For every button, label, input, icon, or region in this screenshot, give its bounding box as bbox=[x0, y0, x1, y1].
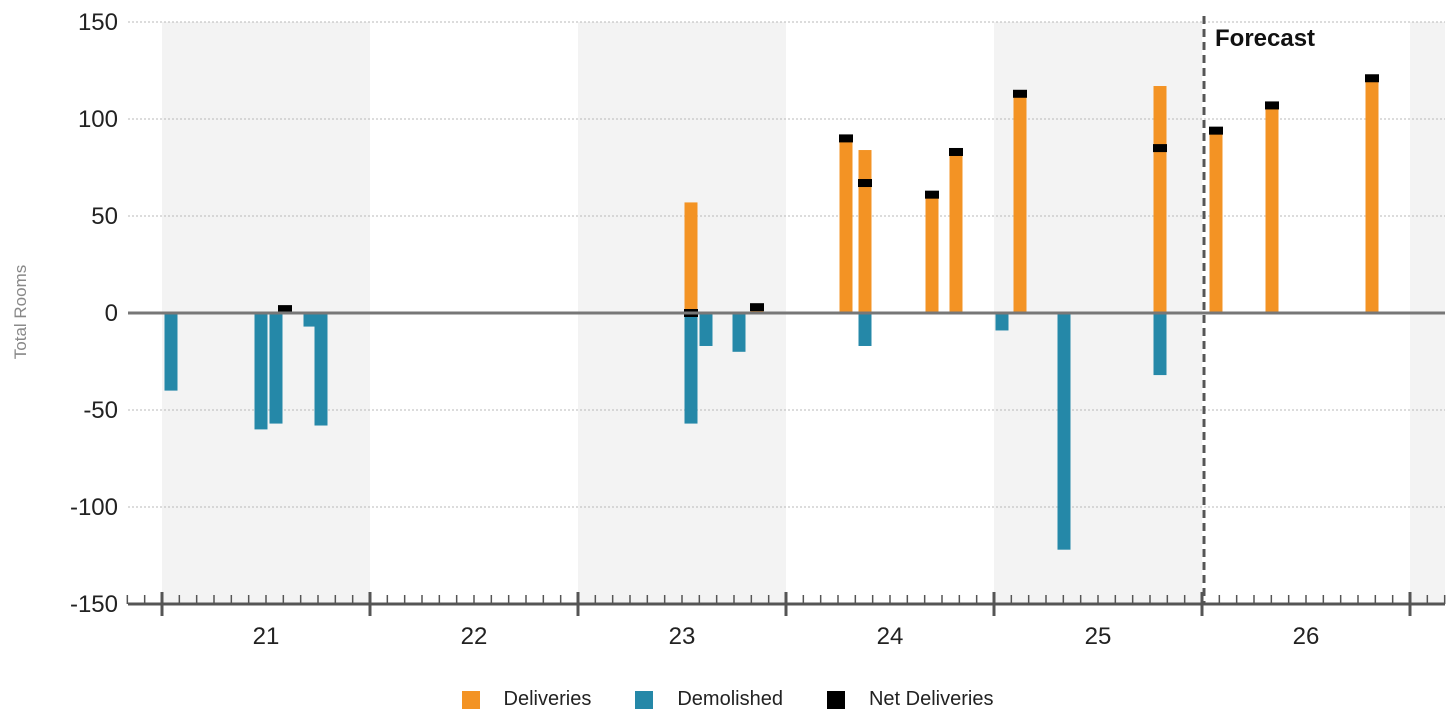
net-delivery-marker bbox=[1013, 89, 1027, 98]
legend: Deliveries Demolished Net Deliveries bbox=[0, 688, 1455, 711]
legend-item-deliveries: Deliveries bbox=[461, 688, 592, 711]
net-delivery-marker bbox=[1153, 144, 1167, 153]
net-delivery-marker bbox=[1365, 74, 1379, 83]
net-delivery-marker bbox=[858, 179, 872, 188]
x-tick-label: 21 bbox=[253, 623, 280, 650]
net-delivery-marker bbox=[1265, 101, 1279, 110]
x-tick-label: 26 bbox=[1293, 623, 1320, 650]
delivery-bar bbox=[1013, 91, 1027, 313]
net-delivery-marker bbox=[949, 147, 963, 156]
legend-label-demolished: Demolished bbox=[677, 688, 783, 710]
chart: 150 100 50 0 -50 -100 -150 Total Rooms Forecas… bbox=[11, 9, 1446, 650]
x-axis bbox=[126, 592, 1446, 616]
demolished-bar bbox=[684, 313, 698, 424]
legend-label-net-deliveries: Net Deliveries bbox=[868, 688, 994, 710]
net-delivery-marker bbox=[750, 303, 764, 312]
x-tick-label: 23 bbox=[669, 623, 696, 650]
forecast-label: Forecast bbox=[1215, 25, 1315, 52]
net-delivery-marker bbox=[839, 134, 853, 143]
legend-item-demolished: Demolished bbox=[635, 688, 783, 711]
net-delivery-marker bbox=[925, 190, 939, 199]
legend-swatch-demolished bbox=[635, 690, 654, 709]
x-tick-labels: 21 22 23 24 25 26 bbox=[253, 623, 1320, 650]
legend-swatch-net-deliveries bbox=[826, 690, 845, 709]
delivery-bar bbox=[1365, 76, 1379, 313]
legend-label-deliveries: Deliveries bbox=[503, 688, 592, 710]
y-axis-label: Total Rooms bbox=[11, 265, 30, 359]
y-tick-labels: 150 100 50 0 -50 -100 -150 bbox=[70, 9, 118, 618]
net-delivery-marker bbox=[1209, 126, 1223, 135]
y-tick-label: -150 bbox=[70, 591, 118, 618]
delivery-bar bbox=[839, 138, 853, 313]
y-tick-label: 50 bbox=[91, 203, 118, 230]
gridlines bbox=[128, 21, 1445, 508]
x-tick-label: 25 bbox=[1085, 623, 1112, 650]
delivery-bar bbox=[684, 202, 698, 313]
delivery-bar bbox=[1209, 128, 1223, 313]
y-tick-label: -100 bbox=[70, 494, 118, 521]
legend-item-net-deliveries: Net Deliveries bbox=[826, 688, 994, 711]
demolished-bar bbox=[995, 313, 1009, 331]
demolished-bar bbox=[1057, 313, 1071, 550]
demolished-bar bbox=[164, 313, 178, 391]
demolished-bar bbox=[858, 313, 872, 346]
demolished-bar bbox=[732, 313, 746, 352]
y-tick-label: 100 bbox=[78, 106, 118, 133]
delivery-bar bbox=[925, 192, 939, 313]
x-tick-label: 24 bbox=[877, 623, 904, 650]
delivery-bar bbox=[1153, 86, 1167, 314]
demolished-bar bbox=[314, 313, 328, 426]
y-tick-label: -50 bbox=[83, 397, 118, 424]
demolished-bar bbox=[1153, 313, 1167, 376]
demolished-bar bbox=[699, 313, 713, 346]
y-tick-label: 150 bbox=[78, 9, 118, 36]
delivery-bar bbox=[1265, 103, 1279, 313]
x-tick-label: 22 bbox=[461, 623, 488, 650]
delivery-bar bbox=[949, 150, 963, 313]
demolished-bar bbox=[303, 313, 317, 327]
legend-swatch-deliveries bbox=[461, 690, 480, 709]
demolished-bar bbox=[254, 313, 268, 430]
bars bbox=[164, 76, 1379, 550]
y-tick-label: 0 bbox=[105, 300, 118, 327]
net-delivery-marker bbox=[278, 305, 292, 314]
net-delivery-markers bbox=[278, 74, 1379, 317]
demolished-bar bbox=[269, 313, 283, 424]
delivery-bar bbox=[858, 150, 872, 313]
